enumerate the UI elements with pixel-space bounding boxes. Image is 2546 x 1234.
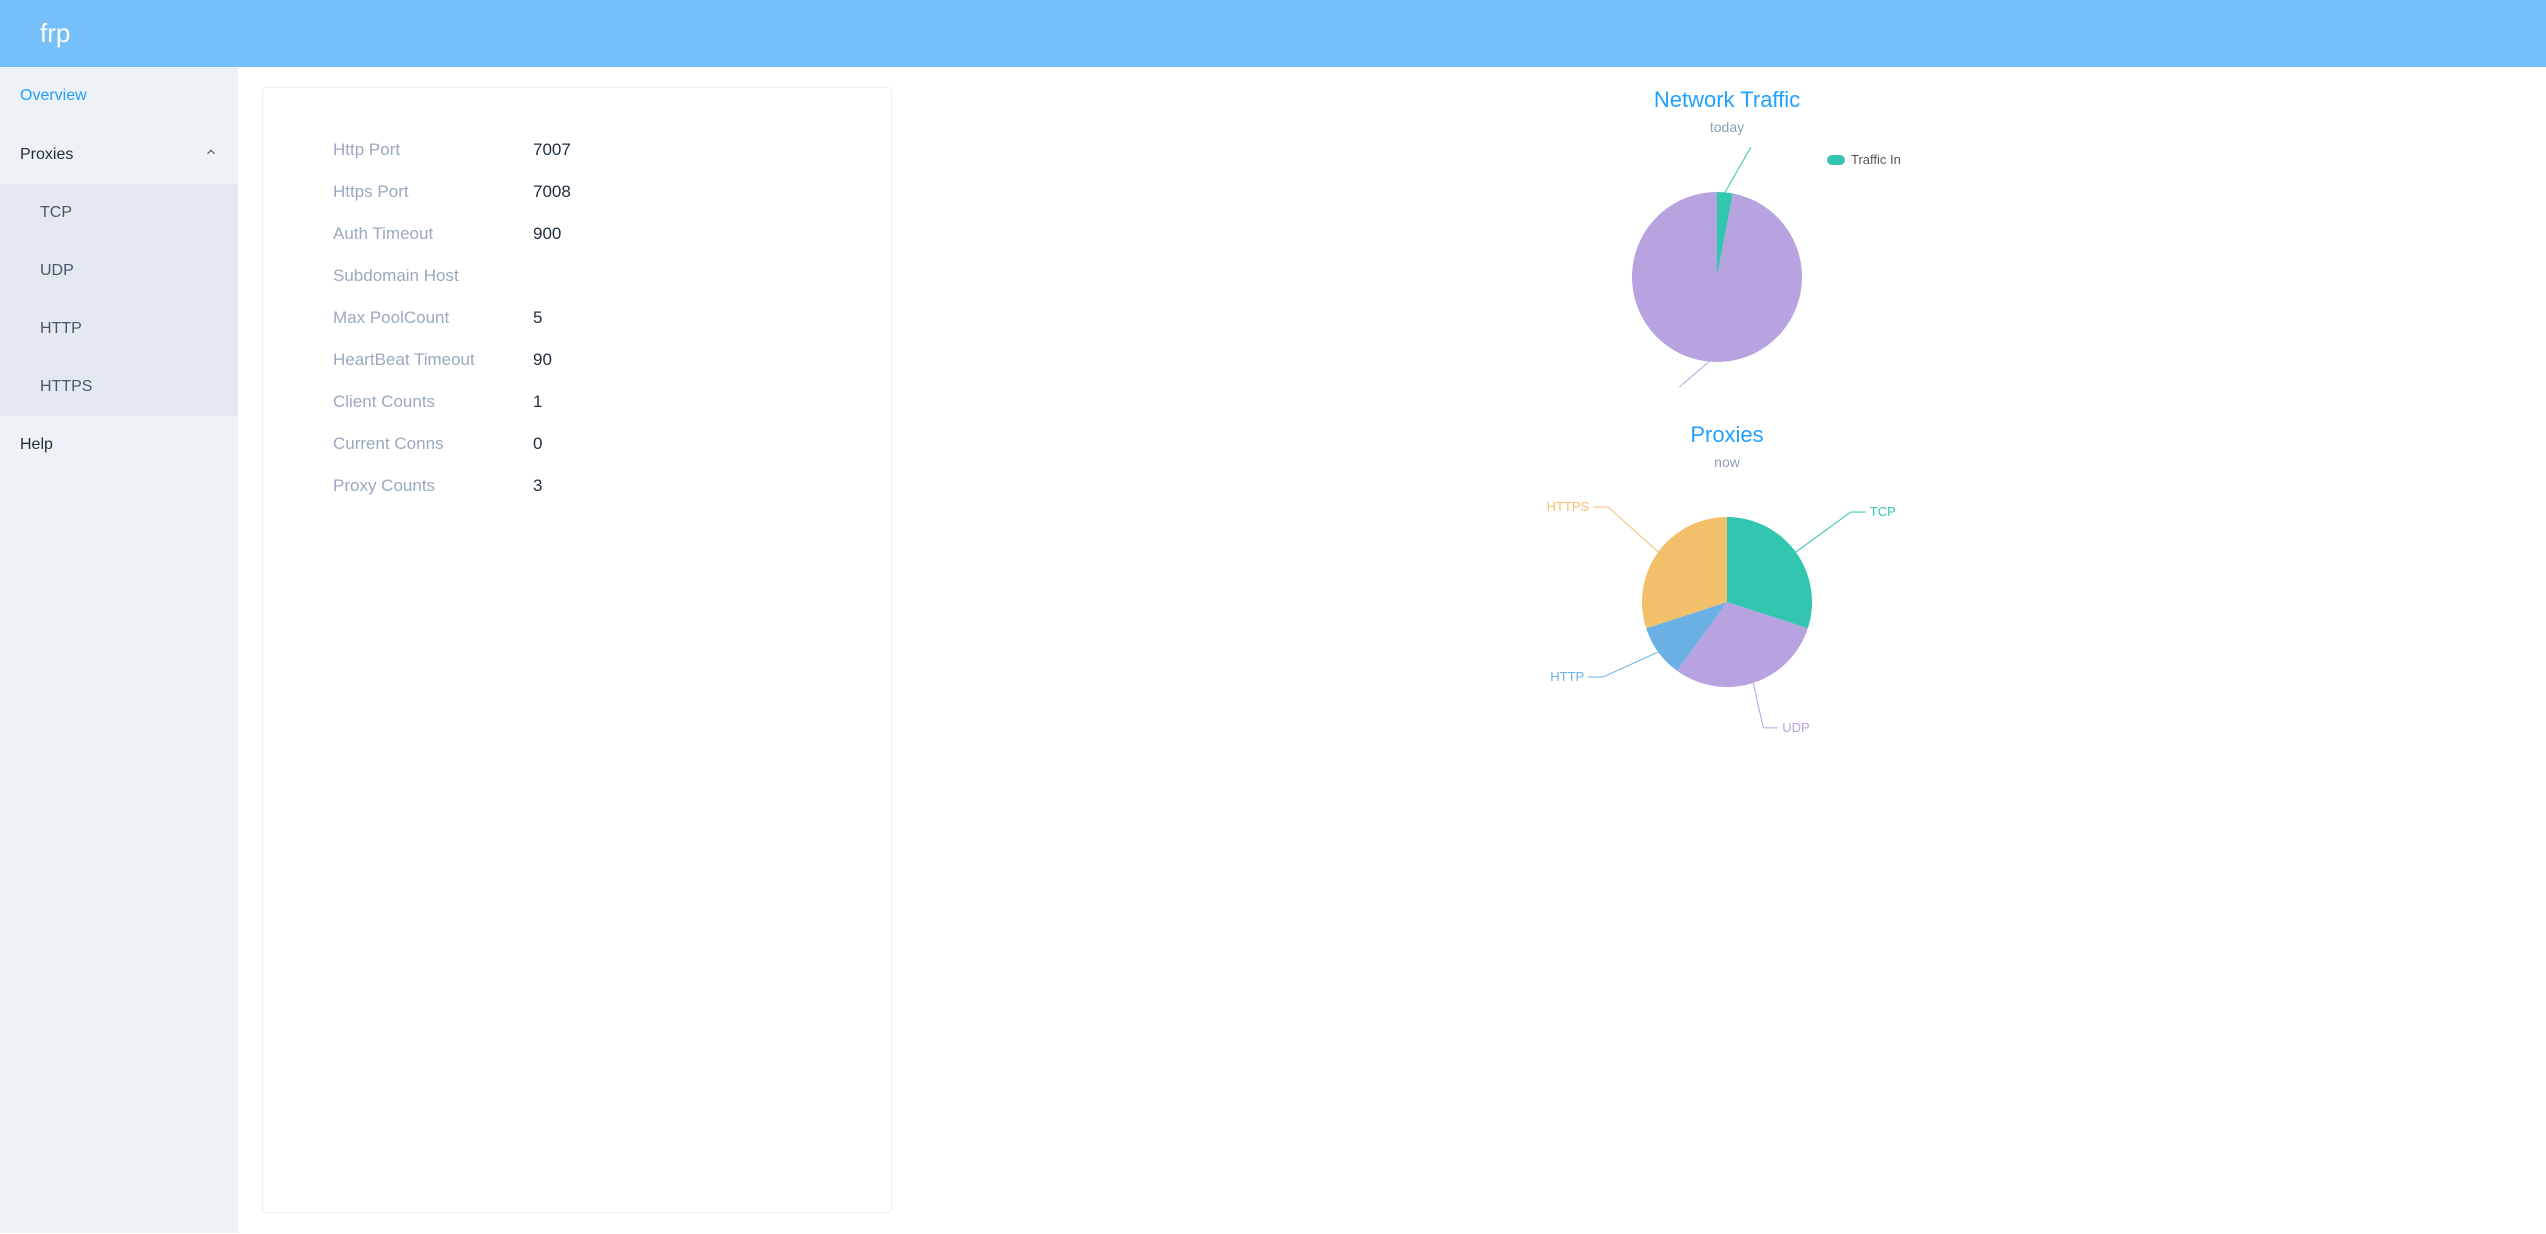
stat-row: Auth Timeout900	[333, 224, 821, 244]
stat-row: Https Port7008	[333, 182, 821, 202]
sidebar-subitem-udp[interactable]: UDP	[0, 242, 238, 300]
stat-label: HeartBeat Timeout	[333, 350, 533, 370]
traffic-pie-chart: Traffic InTraffic OutTraffic In	[1517, 147, 1937, 387]
stats-card: Http Port7007Https Port7008Auth Timeout9…	[262, 87, 892, 1213]
stat-label: Auth Timeout	[333, 224, 533, 244]
content-area: Http Port7007Https Port7008Auth Timeout9…	[238, 67, 2546, 1233]
stat-value: 5	[533, 308, 542, 328]
legend-swatch-traffic-in[interactable]	[1827, 155, 1845, 165]
stat-row: Proxy Counts3	[333, 476, 821, 496]
chart-title: Proxies	[1517, 422, 1937, 448]
stat-value: 900	[533, 224, 561, 244]
sidebar-item-label: Proxies	[20, 146, 73, 164]
stat-value: 3	[533, 476, 542, 496]
sidebar-subitem-tcp[interactable]: TCP	[0, 184, 238, 242]
pie-slice-traffic-out[interactable]	[1632, 192, 1802, 362]
stat-label: Current Conns	[333, 434, 533, 454]
stat-row: Max PoolCount5	[333, 308, 821, 328]
stat-row: Http Port7007	[333, 140, 821, 160]
stat-label: Http Port	[333, 140, 533, 160]
stat-row: HeartBeat Timeout90	[333, 350, 821, 370]
stat-value: 7008	[533, 182, 571, 202]
stat-label: Max PoolCount	[333, 308, 533, 328]
sidebar-item-label: Overview	[20, 87, 87, 105]
stat-value: 1	[533, 392, 542, 412]
stat-row: Client Counts1	[333, 392, 821, 412]
sidebar-item-overview[interactable]: Overview	[0, 67, 238, 125]
stat-value: 7007	[533, 140, 571, 160]
sidebar-item-help[interactable]: Help	[0, 416, 238, 474]
pie-label-https: HTTPS	[1547, 499, 1590, 514]
stat-value: 90	[533, 350, 552, 370]
sidebar: Overview Proxies TCP UDP HTTP HTTPS Help	[0, 67, 238, 1233]
sidebar-subitem-http[interactable]: HTTP	[0, 300, 238, 358]
stat-label: Client Counts	[333, 392, 533, 412]
chart-subtitle: today	[1517, 119, 1937, 135]
main-layout: Overview Proxies TCP UDP HTTP HTTPS Help…	[0, 67, 2546, 1233]
stat-value: 0	[533, 434, 542, 454]
proxies-chart-block: Proxies now TCP UDP HTTP HTTPS	[1517, 422, 1937, 747]
chevron-up-icon	[204, 145, 218, 164]
pie-label-http: HTTP	[1550, 669, 1584, 684]
sidebar-submenu-proxies: TCP UDP HTTP HTTPS	[0, 184, 238, 416]
chart-title: Network Traffic	[1517, 87, 1937, 113]
charts-column: Network Traffic today Traffic InTraffic …	[932, 87, 2522, 1213]
stat-label: Https Port	[333, 182, 533, 202]
pie-label-tcp: TCP	[1870, 504, 1896, 519]
sidebar-item-proxies[interactable]: Proxies	[0, 125, 238, 184]
sidebar-subitem-https[interactable]: HTTPS	[0, 358, 238, 416]
proxies-pie-chart: TCP UDP HTTP HTTPS	[1517, 482, 1937, 742]
traffic-chart-block: Network Traffic today Traffic InTraffic …	[1517, 87, 1937, 392]
stat-label: Subdomain Host	[333, 266, 533, 286]
pie-label-udp: UDP	[1782, 720, 1809, 735]
stat-row: Current Conns0	[333, 434, 821, 454]
legend-label-traffic-in: Traffic In	[1851, 152, 1901, 167]
sidebar-item-label: Help	[20, 436, 53, 454]
stat-label: Proxy Counts	[333, 476, 533, 496]
stat-row: Subdomain Host	[333, 266, 821, 286]
chart-subtitle: now	[1517, 454, 1937, 470]
app-title: frp	[40, 18, 70, 48]
app-header: frp	[0, 0, 2546, 67]
